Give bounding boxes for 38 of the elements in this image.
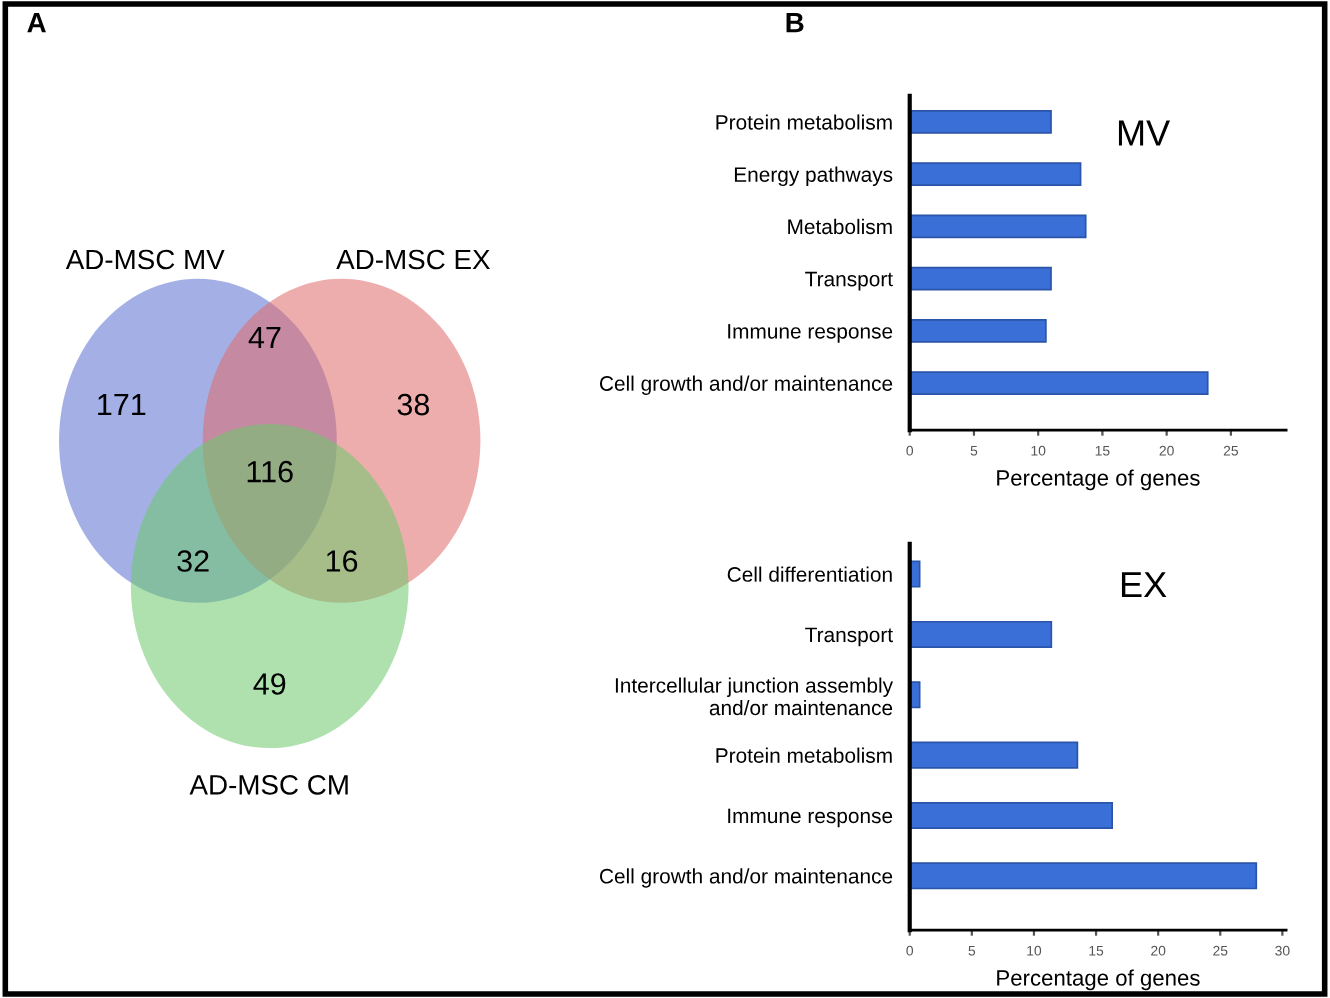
text: MV — [1118, 120, 1171, 146]
y-tick-label: Cell growth and/or maintenance — [599, 375, 893, 395]
text: 171 — [98, 394, 146, 416]
y-tick-label: Cell differentiation — [727, 566, 892, 582]
x-axis-title: Percentage of genes — [997, 469, 1200, 491]
y-tick-label: Immune response — [728, 808, 893, 828]
text: A — [27, 13, 46, 33]
bar — [909, 110, 1052, 134]
y-tick-label: Protein metabolism — [716, 114, 892, 130]
y-tick-label: Intercellular junction assembly and/or maintenance — [615, 677, 894, 716]
bar — [909, 620, 1053, 648]
bar — [909, 741, 1079, 769]
text: AD-MSC MV — [65, 249, 225, 270]
text: EX — [1121, 572, 1167, 598]
bar — [909, 319, 1047, 343]
y-tick-label: Cell growth and/or maintenance — [599, 868, 893, 888]
text: 49 — [253, 673, 286, 695]
text: 16 — [326, 550, 358, 572]
bar — [909, 162, 1082, 186]
bar — [909, 371, 1209, 395]
y-tick-label: Protein metabolism — [716, 747, 892, 763]
text: AD-MSC CM — [189, 775, 348, 795]
text: 38 — [397, 393, 430, 416]
text: B — [786, 13, 804, 33]
x-axis-title: Percentage of genes — [997, 969, 1200, 991]
text: 47 — [248, 327, 281, 349]
y-tick-label: Transport — [805, 271, 893, 291]
y-tick-label: Transport — [805, 627, 893, 647]
y-tick-label: Metabolism — [788, 218, 892, 235]
bar — [909, 214, 1087, 239]
bar — [909, 862, 1258, 890]
y-tick-label: Immune response — [728, 324, 893, 343]
bar — [909, 266, 1052, 291]
bar — [909, 801, 1114, 829]
text: AD-MSC EX — [336, 249, 490, 270]
y-tick-label: Energy pathways — [734, 166, 893, 187]
text: 116 — [247, 460, 293, 483]
text: 32 — [177, 550, 209, 572]
